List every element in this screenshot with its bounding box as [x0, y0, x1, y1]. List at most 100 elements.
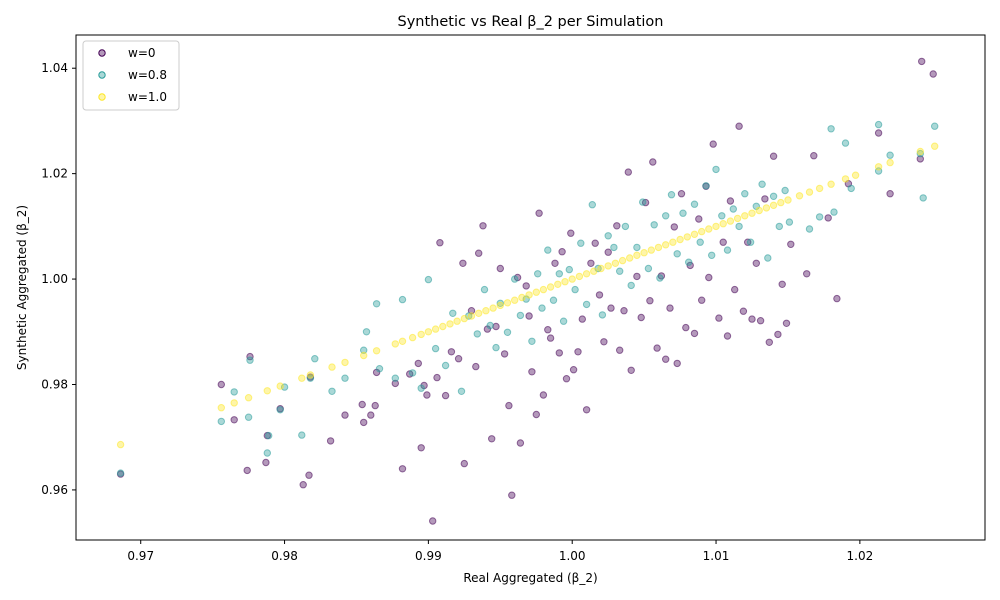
data-point — [739, 307, 748, 315]
data-point — [276, 406, 284, 414]
data-point — [769, 192, 778, 201]
data-point — [554, 280, 562, 288]
legend-marker-w08 — [98, 71, 106, 79]
data-point — [916, 149, 924, 158]
data-point — [217, 404, 226, 412]
data-point — [735, 122, 743, 130]
data-point — [752, 259, 760, 267]
data-point — [715, 314, 723, 322]
data-point — [931, 142, 939, 150]
y-axis: 0.96 0.98 1.00 1.02 1.04 — [41, 61, 76, 497]
data-point — [587, 259, 595, 267]
data-point — [449, 309, 457, 317]
data-point — [489, 304, 497, 312]
data-point — [567, 229, 575, 237]
data-point — [539, 285, 548, 294]
data-point — [604, 232, 612, 240]
data-point — [874, 129, 883, 137]
data-point — [417, 444, 425, 452]
data-point — [650, 221, 658, 229]
data-point — [627, 366, 635, 374]
data-point — [538, 304, 546, 312]
data-point — [690, 329, 699, 338]
data-point — [578, 315, 586, 323]
data-point — [305, 471, 313, 479]
data-point — [408, 333, 417, 342]
data-point — [559, 317, 568, 325]
data-point — [577, 239, 585, 247]
data-point — [244, 394, 253, 402]
data-point — [795, 192, 804, 200]
data-point — [653, 344, 661, 352]
data-point — [549, 296, 558, 304]
data-point — [230, 416, 238, 424]
data-point — [662, 355, 670, 363]
data-point — [761, 195, 769, 203]
data-point — [690, 230, 699, 239]
data-point — [460, 314, 468, 323]
data-point — [646, 297, 654, 305]
data-point — [833, 294, 841, 303]
data-point — [670, 223, 678, 231]
data-point — [244, 413, 253, 421]
data-point — [588, 201, 596, 209]
y-tick-label: 0.96 — [41, 483, 68, 497]
data-point — [718, 212, 726, 220]
data-point — [624, 168, 632, 176]
data-point — [723, 246, 732, 254]
data-point — [620, 307, 628, 315]
data-point — [590, 267, 598, 275]
data-point — [116, 440, 125, 449]
data-point — [626, 254, 634, 262]
data-point — [546, 334, 555, 342]
data-point — [886, 158, 894, 167]
data-point — [558, 248, 566, 256]
data-point — [341, 374, 349, 382]
data-point — [447, 348, 456, 356]
data-point — [755, 206, 763, 215]
data-point — [492, 343, 500, 352]
data-point — [656, 274, 664, 282]
data-point — [666, 304, 674, 312]
data-point — [712, 222, 720, 231]
data-point — [929, 70, 937, 78]
data-point — [230, 399, 238, 407]
data-point — [306, 371, 315, 379]
x-tick-label: 0.98 — [271, 549, 298, 563]
data-point — [360, 346, 368, 354]
data-point — [851, 171, 860, 179]
data-point — [662, 212, 670, 220]
data-point — [391, 340, 399, 348]
data-point — [439, 322, 447, 331]
data-point — [503, 299, 512, 307]
data-point — [569, 366, 578, 374]
data-point — [532, 410, 540, 419]
data-point — [698, 296, 706, 304]
data-point — [726, 197, 735, 205]
data-point — [735, 222, 743, 231]
data-point — [328, 387, 336, 395]
data-point — [781, 186, 789, 195]
data-point — [682, 323, 690, 332]
data-point — [436, 239, 444, 247]
data-point — [748, 209, 756, 217]
data-point — [785, 218, 794, 226]
data-point — [604, 248, 612, 256]
data-point — [712, 165, 720, 174]
data-point — [673, 359, 681, 368]
data-point — [847, 184, 855, 193]
data-point — [610, 243, 618, 252]
data-point — [746, 238, 755, 246]
data-point — [522, 282, 530, 290]
data-point — [574, 348, 582, 356]
plot-frame — [75, 34, 986, 541]
data-point — [741, 212, 749, 220]
data-point — [616, 267, 624, 275]
data-point — [424, 328, 433, 336]
data-point — [480, 285, 489, 294]
data-point — [505, 401, 513, 410]
data-point — [667, 191, 676, 199]
data-point — [408, 369, 417, 377]
data-point — [649, 158, 657, 166]
data-point — [758, 180, 766, 188]
